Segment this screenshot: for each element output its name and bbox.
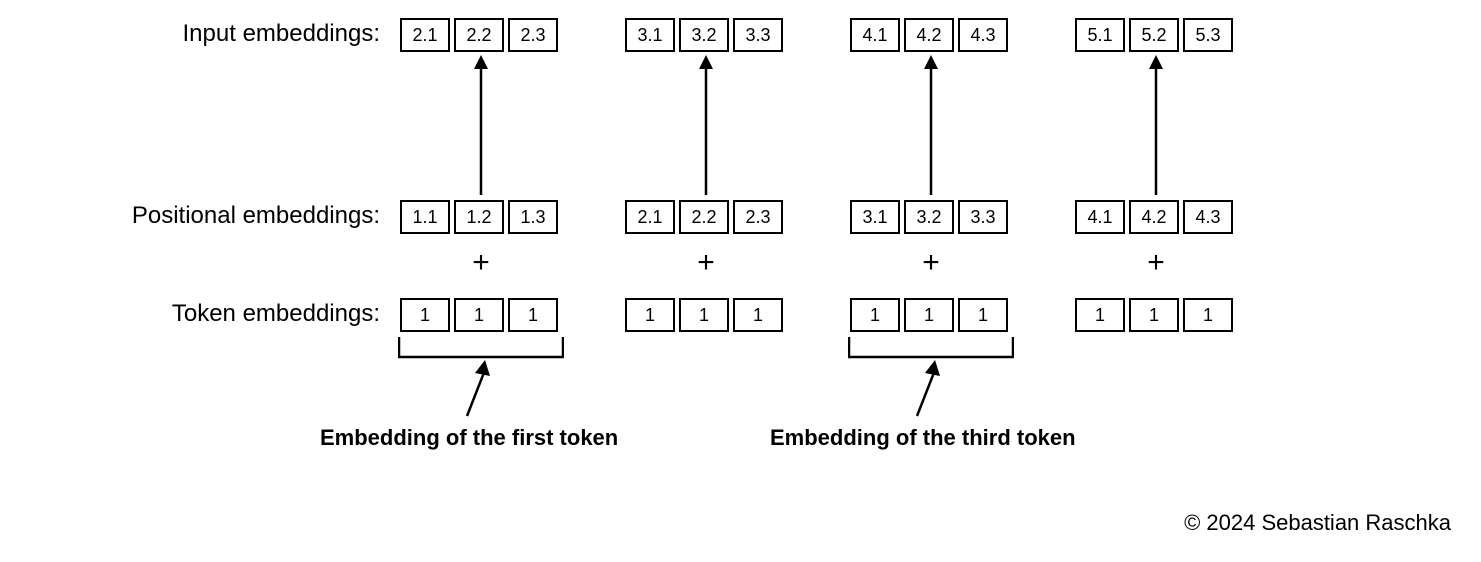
cell: 1 [625, 298, 675, 332]
bracket-0 [398, 337, 564, 361]
plus-symbol-3: + [1146, 246, 1166, 280]
cell: 5.2 [1129, 18, 1179, 52]
token-vector-1: 1 1 1 [625, 298, 783, 332]
cell: 5.3 [1183, 18, 1233, 52]
cell: 2.1 [400, 18, 450, 52]
cell: 2.3 [733, 200, 783, 234]
cell: 1 [904, 298, 954, 332]
cell: 1 [733, 298, 783, 332]
up-arrow-2 [921, 55, 941, 195]
cell: 4.1 [850, 18, 900, 52]
cell: 4.1 [1075, 200, 1125, 234]
cell: 4.2 [904, 18, 954, 52]
token-vector-0: 1 1 1 [400, 298, 558, 332]
up-arrow-0 [471, 55, 491, 195]
positional-vector-3: 4.1 4.2 4.3 [1075, 200, 1233, 234]
cell: 3.2 [679, 18, 729, 52]
copyright-text: © 2024 Sebastian Raschka [1184, 510, 1451, 536]
cell: 1 [508, 298, 558, 332]
cell: 2.3 [508, 18, 558, 52]
cell: 4.3 [958, 18, 1008, 52]
positional-vector-2: 3.1 3.2 3.3 [850, 200, 1008, 234]
cell: 1 [1129, 298, 1179, 332]
plus-symbol-0: + [471, 246, 491, 280]
cell: 2.1 [625, 200, 675, 234]
bracket-2 [848, 337, 1014, 361]
positional-vector-1: 2.1 2.2 2.3 [625, 200, 783, 234]
cell: 3.1 [850, 200, 900, 234]
cell: 3.3 [733, 18, 783, 52]
cell: 2.2 [454, 18, 504, 52]
cell: 1.1 [400, 200, 450, 234]
up-arrow-1 [696, 55, 716, 195]
input-vector-1: 3.1 3.2 3.3 [625, 18, 783, 52]
caption-first-token: Embedding of the first token [320, 425, 618, 451]
cell: 3.1 [625, 18, 675, 52]
caption-third-token: Embedding of the third token [770, 425, 1076, 451]
cell: 1.3 [508, 200, 558, 234]
token-vector-3: 1 1 1 [1075, 298, 1233, 332]
positional-embeddings-label: Positional embeddings: [132, 202, 380, 230]
up-arrow-3 [1146, 55, 1166, 195]
input-vector-3: 5.1 5.2 5.3 [1075, 18, 1233, 52]
token-vector-2: 1 1 1 [850, 298, 1008, 332]
input-embeddings-label: Input embeddings: [183, 20, 380, 48]
token-embeddings-label: Token embeddings: [172, 300, 380, 328]
annotation-arrow-0 [455, 360, 495, 420]
plus-symbol-1: + [696, 246, 716, 280]
input-vector-0: 2.1 2.2 2.3 [400, 18, 558, 52]
cell: 1.2 [454, 200, 504, 234]
cell: 1 [454, 298, 504, 332]
cell: 1 [679, 298, 729, 332]
cell: 4.3 [1183, 200, 1233, 234]
cell: 1 [850, 298, 900, 332]
plus-symbol-2: + [921, 246, 941, 280]
cell: 2.2 [679, 200, 729, 234]
cell: 1 [1183, 298, 1233, 332]
input-vector-2: 4.1 4.2 4.3 [850, 18, 1008, 52]
annotation-arrow-2 [905, 360, 945, 420]
positional-vector-0: 1.1 1.2 1.3 [400, 200, 558, 234]
cell: 1 [958, 298, 1008, 332]
cell: 4.2 [1129, 200, 1179, 234]
cell: 1 [1075, 298, 1125, 332]
cell: 3.3 [958, 200, 1008, 234]
cell: 5.1 [1075, 18, 1125, 52]
cell: 1 [400, 298, 450, 332]
cell: 3.2 [904, 200, 954, 234]
